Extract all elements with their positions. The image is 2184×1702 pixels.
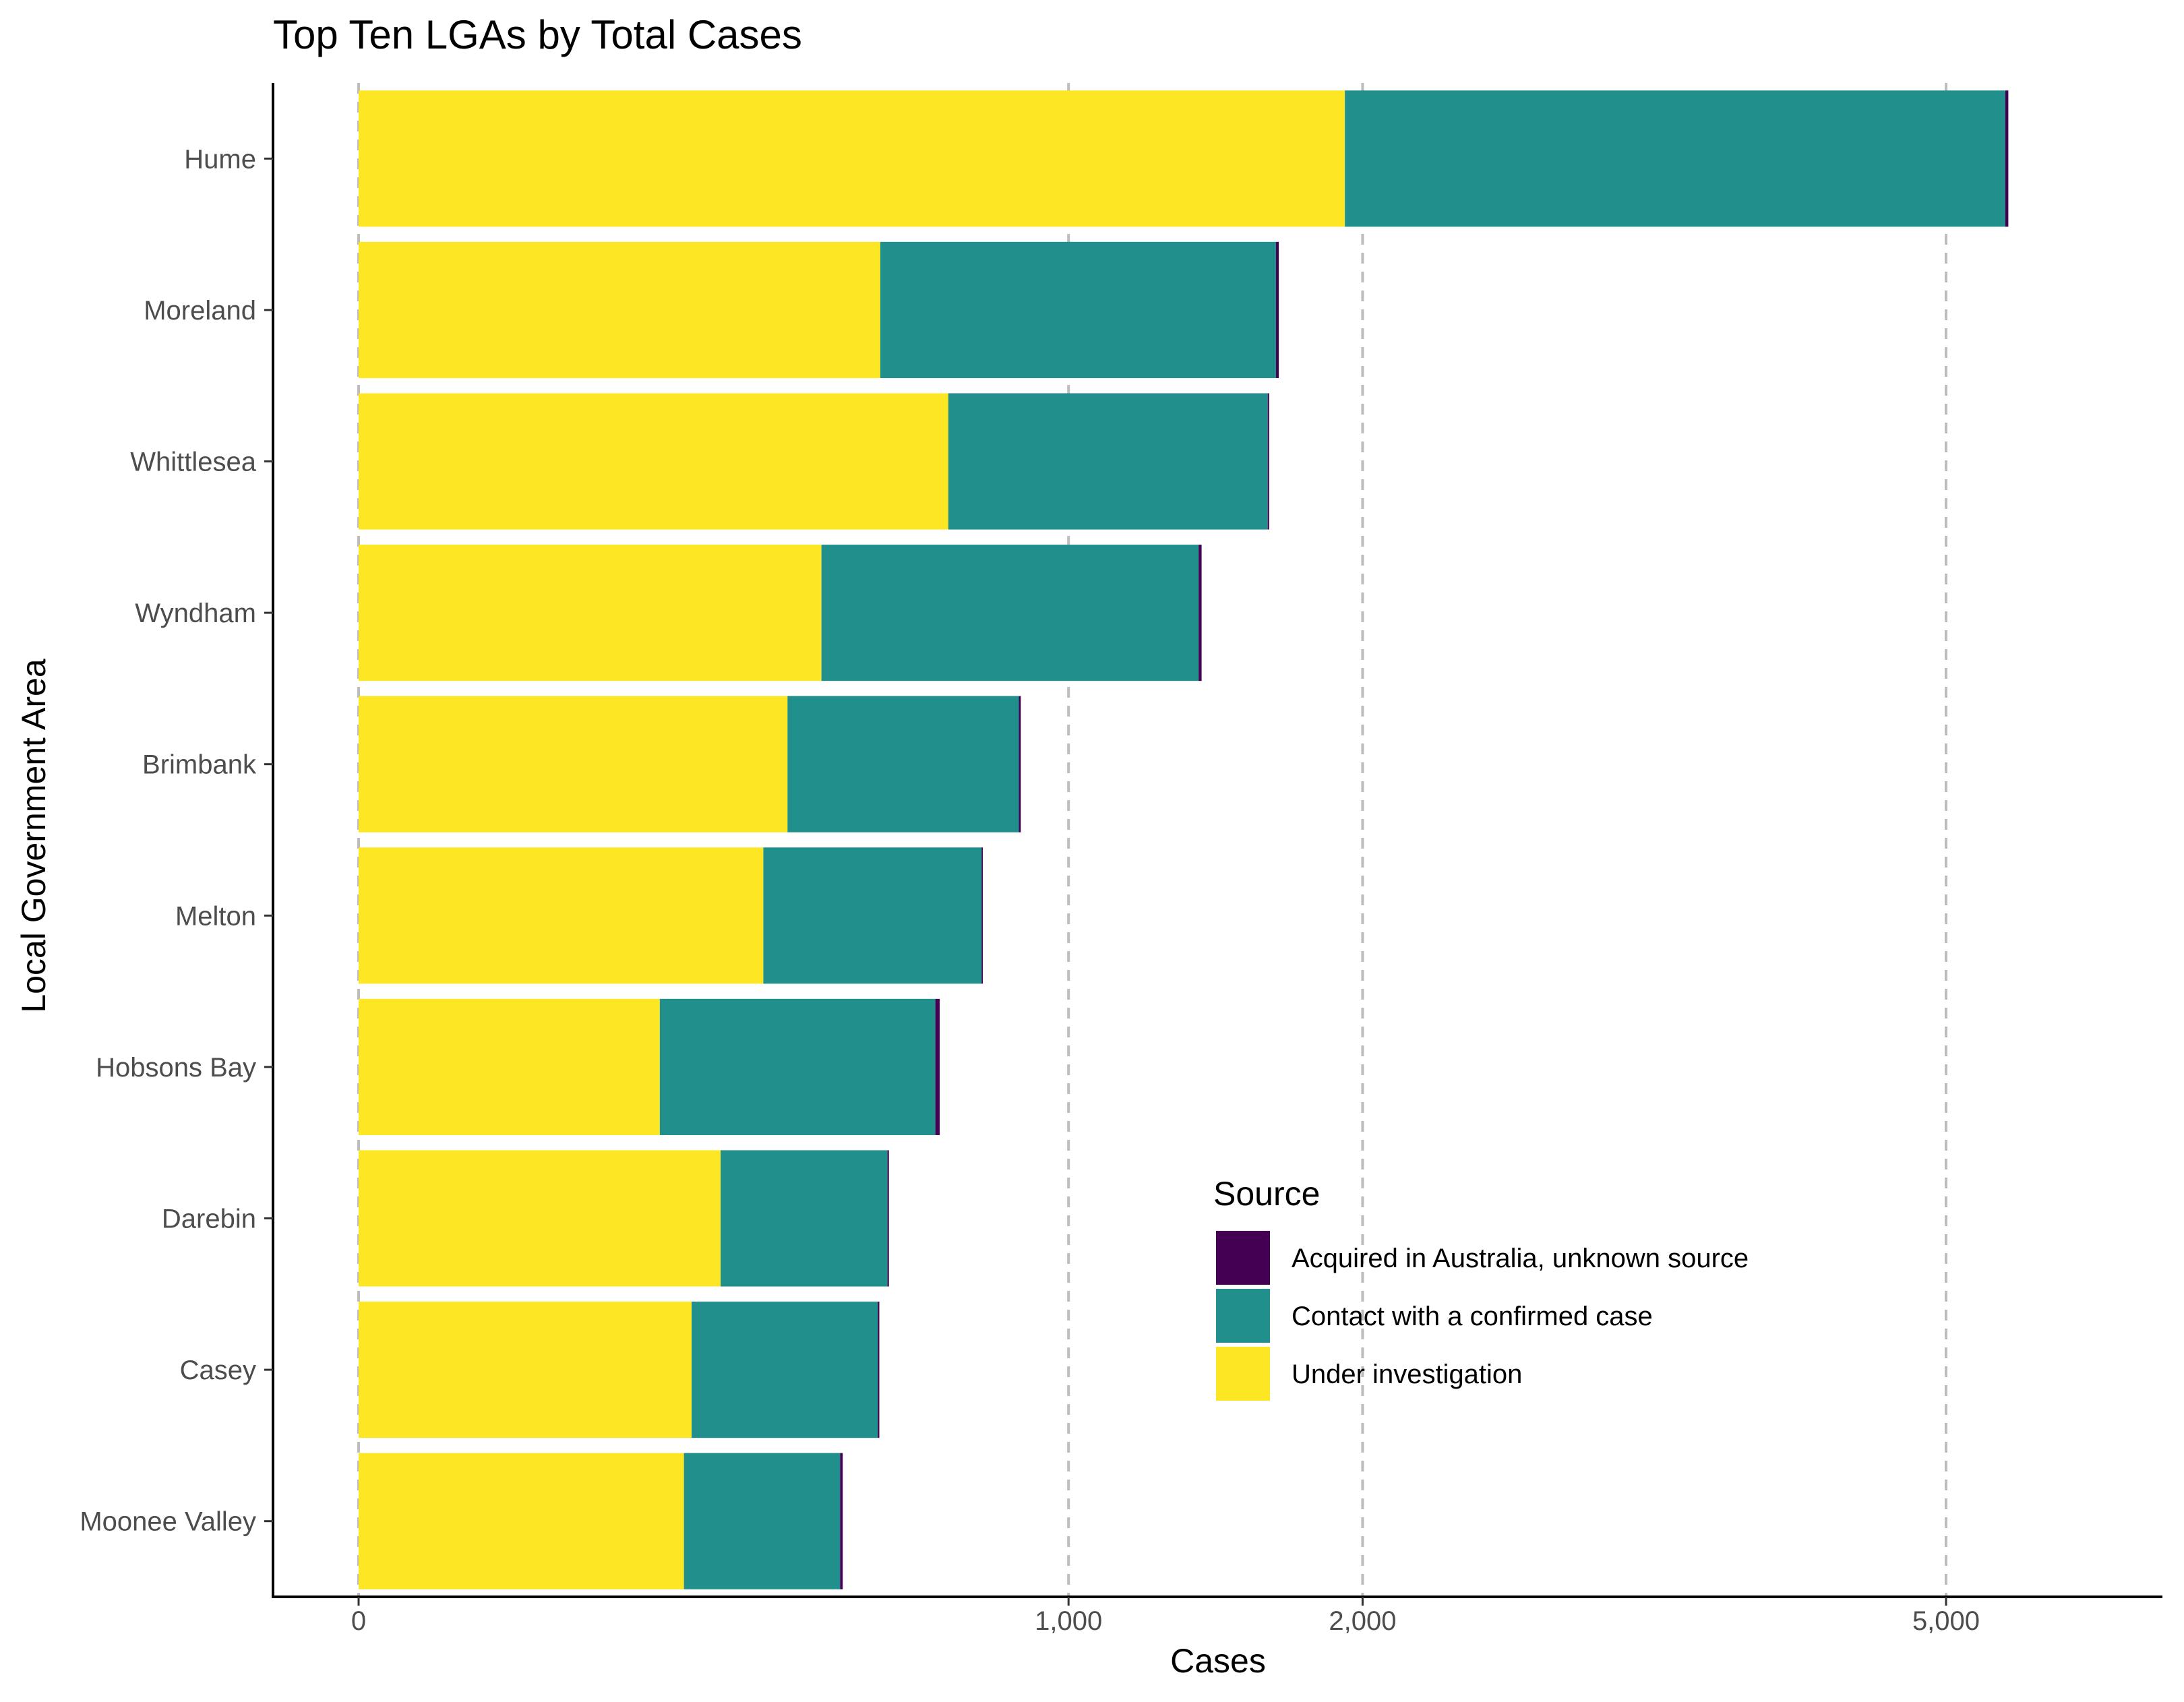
x-tick-labels: 0 1,000 2,000 5,000: [351, 1597, 1980, 1636]
y-tick-label: Moonee Valley: [80, 1507, 256, 1537]
bars: [359, 90, 2009, 1589]
legend-key: [1216, 1347, 1270, 1401]
bar-segment: [359, 696, 788, 832]
bar-segment: [2005, 90, 2009, 227]
y-tick-label: Brimbank: [142, 750, 257, 780]
bar-segment: [1276, 241, 1279, 378]
legend-label: Under investigation: [1292, 1360, 1522, 1389]
chart-title: Top Ten LGAs by Total Cases: [273, 12, 802, 57]
legend-label: Acquired in Australia, unknown source: [1292, 1244, 1749, 1273]
y-tick-labels: Hume Moreland Whittlesea Wyndham Brimbank Mel…: [80, 144, 273, 1537]
bar-segment: [948, 393, 1268, 530]
bar-segment: [359, 1302, 692, 1438]
x-tick-label: 0: [351, 1606, 366, 1636]
legend-label: Contact with a confirmed case: [1292, 1302, 1653, 1331]
bar-segment: [359, 545, 822, 681]
bar-segment: [840, 1453, 843, 1589]
bar-segment: [821, 545, 1199, 681]
bar-segment: [359, 847, 764, 984]
y-axis-title: Local Government Area: [15, 659, 53, 1012]
x-axis-title: Cases: [1170, 1642, 1266, 1680]
x-tick-label: 1,000: [1035, 1606, 1102, 1636]
y-tick-label: Wyndham: [135, 599, 256, 628]
y-tick-label: Darebin: [162, 1205, 256, 1234]
bar-segment: [691, 1302, 878, 1438]
bar-segment: [887, 1150, 889, 1287]
bar-segment: [763, 847, 982, 984]
bar-segment: [1267, 393, 1269, 530]
y-tick-label: Whittlesea: [130, 448, 256, 477]
legend-key: [1216, 1231, 1270, 1285]
bar-segment: [1019, 696, 1021, 832]
y-tick-label: Moreland: [144, 296, 256, 326]
bar-segment: [1345, 90, 2005, 227]
bar-segment: [359, 393, 948, 530]
x-tick-label: 5,000: [1912, 1606, 1980, 1636]
bar-segment: [659, 998, 936, 1135]
y-tick-label: Melton: [175, 901, 256, 931]
y-tick-label: Hume: [184, 144, 256, 174]
bar-segment: [878, 1302, 880, 1438]
bar-segment: [359, 1150, 721, 1287]
bar-segment: [787, 696, 1019, 832]
bar-segment: [1199, 545, 1202, 681]
bar-segment: [935, 998, 940, 1135]
bar-segment: [721, 1150, 888, 1287]
legend: Source Acquired in Australia, unknown so…: [1213, 1175, 1749, 1401]
legend-key: [1216, 1289, 1270, 1343]
x-tick-label: 2,000: [1329, 1606, 1396, 1636]
y-tick-label: Hobsons Bay: [96, 1053, 256, 1083]
axes: [272, 83, 2162, 1598]
bar-segment: [684, 1453, 841, 1589]
y-tick-label: Casey: [180, 1356, 256, 1385]
legend-title: Source: [1213, 1175, 1320, 1213]
bar-segment: [981, 847, 983, 984]
bar-segment: [359, 998, 660, 1135]
bar-segment: [880, 241, 1277, 378]
bar-segment: [359, 1453, 684, 1589]
bar-segment: [359, 241, 880, 378]
bar-segment: [359, 90, 1345, 227]
